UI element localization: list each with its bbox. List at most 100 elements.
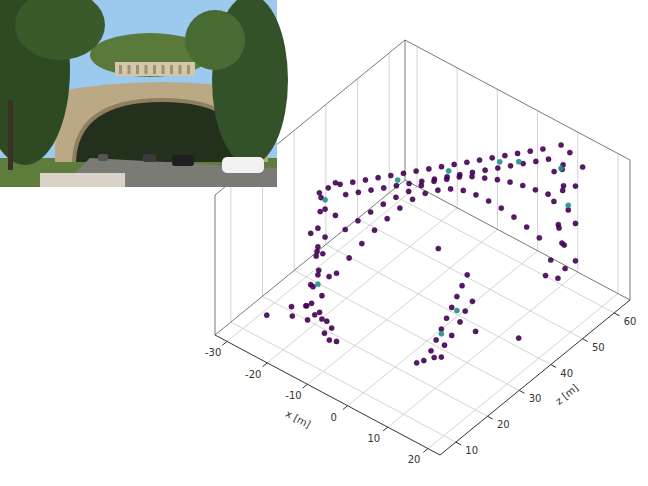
- point: [315, 272, 320, 277]
- point: [327, 337, 332, 342]
- point: [368, 209, 373, 214]
- grid-line: [537, 111, 538, 251]
- point: [304, 303, 309, 308]
- tick-mark: [488, 416, 493, 419]
- point: [372, 228, 377, 233]
- photo-baluster: [119, 65, 122, 74]
- photo-parapet: [115, 62, 195, 76]
- point: [497, 159, 502, 164]
- point: [449, 305, 454, 310]
- point: [459, 283, 464, 288]
- point: [333, 180, 338, 185]
- point: [516, 159, 521, 164]
- point: [449, 333, 454, 338]
- point: [556, 222, 561, 227]
- point: [580, 164, 585, 169]
- point: [316, 268, 321, 273]
- grid-line: [617, 154, 618, 294]
- point: [469, 174, 474, 179]
- tick-label: 20: [497, 419, 510, 430]
- tick-label: 30: [529, 393, 542, 404]
- point: [376, 175, 381, 180]
- axes: -30-20-1001020102030405060x [m]z [m]: [205, 300, 636, 465]
- point: [355, 218, 360, 223]
- point: [347, 255, 352, 260]
- tick-label: 10: [367, 433, 380, 444]
- point: [388, 173, 393, 178]
- grid-line: [263, 296, 488, 416]
- point: [444, 177, 449, 182]
- point: [414, 168, 419, 173]
- point: [312, 312, 317, 317]
- photo-baluster: [162, 65, 165, 74]
- grid-line: [417, 46, 418, 186]
- point: [558, 142, 563, 147]
- point: [495, 165, 500, 170]
- point: [350, 180, 355, 185]
- x-axis-line: [215, 335, 440, 455]
- frame-edge: [405, 180, 630, 300]
- point: [406, 189, 411, 194]
- photo-car: [222, 157, 264, 173]
- point: [490, 155, 495, 160]
- point: [486, 198, 491, 203]
- point: [463, 309, 468, 314]
- point: [473, 329, 478, 334]
- point: [533, 159, 538, 164]
- photo-grass: [0, 158, 277, 187]
- point: [461, 188, 466, 193]
- tick-mark: [383, 427, 388, 431]
- point: [502, 153, 507, 158]
- grid-line: [389, 53, 390, 193]
- point: [473, 192, 478, 197]
- frame-edge: [215, 195, 216, 335]
- grid-line: [326, 245, 551, 365]
- point: [543, 273, 548, 278]
- point: [397, 205, 402, 210]
- point: [560, 188, 565, 193]
- point: [528, 149, 533, 154]
- point: [334, 271, 339, 276]
- point: [393, 195, 398, 200]
- point: [289, 304, 294, 309]
- photo-baluster: [179, 65, 182, 74]
- photo-car: [98, 154, 108, 161]
- point: [566, 203, 571, 208]
- point: [308, 231, 313, 236]
- tick-label: 10: [465, 445, 478, 456]
- tick-label: 40: [560, 368, 573, 379]
- point: [524, 224, 529, 229]
- point: [322, 206, 327, 211]
- point: [444, 316, 449, 321]
- point: [551, 199, 556, 204]
- photo-trunk: [8, 100, 13, 170]
- point: [343, 192, 348, 197]
- point: [317, 190, 322, 195]
- point: [326, 185, 331, 190]
- point: [439, 326, 444, 331]
- point: [573, 258, 578, 263]
- point: [314, 253, 319, 258]
- photo-tree: [185, 10, 245, 70]
- point: [563, 266, 568, 271]
- tick-mark: [519, 390, 524, 393]
- point: [432, 355, 437, 360]
- point: [414, 360, 419, 365]
- point: [315, 226, 320, 231]
- point: [546, 157, 551, 162]
- point: [439, 164, 444, 169]
- tick-label: -30: [205, 347, 221, 358]
- tick-mark: [222, 341, 227, 345]
- tick-label: 0: [330, 412, 336, 423]
- tick-label: 50: [592, 342, 605, 353]
- point: [395, 177, 400, 182]
- z-ticks: 102030405060: [456, 313, 637, 456]
- point: [431, 179, 436, 184]
- point: [457, 319, 462, 324]
- point: [315, 282, 320, 287]
- point: [573, 221, 578, 226]
- point: [385, 216, 390, 221]
- point: [333, 213, 338, 218]
- tick-mark: [263, 363, 268, 367]
- grid-line: [457, 68, 458, 208]
